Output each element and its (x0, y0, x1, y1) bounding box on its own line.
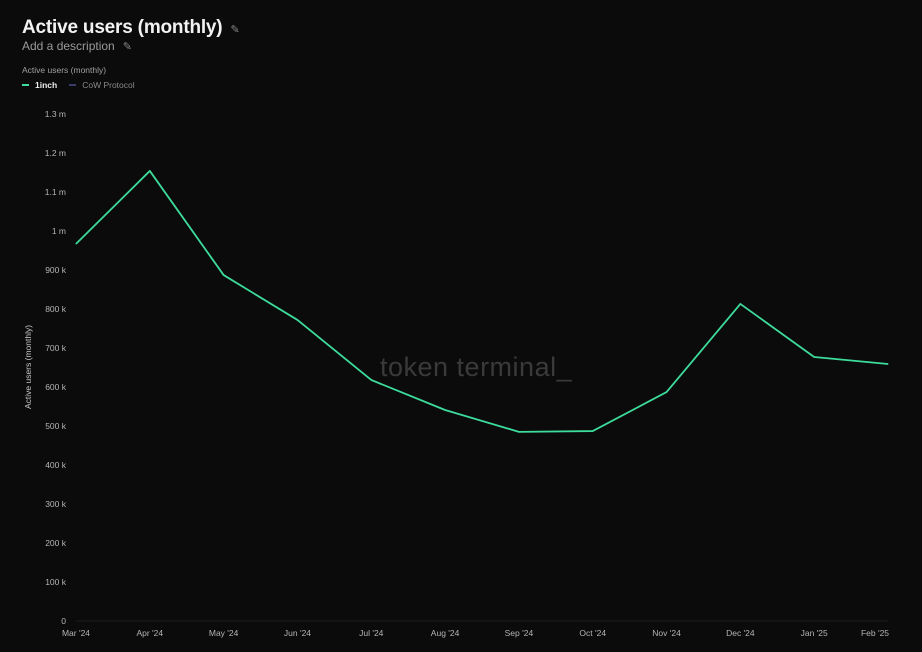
legend-item-cow-protocol[interactable]: CoW Protocol (69, 80, 135, 90)
y-tick-label: 900 k (45, 265, 67, 275)
data-point (223, 274, 225, 276)
x-tick-label: Sep '24 (505, 628, 534, 638)
y-tick-label: 200 k (45, 538, 67, 548)
y-tick-label: 1.1 m (45, 187, 66, 197)
title-text: Active users (monthly) (22, 17, 223, 38)
y-tick-label: 1.3 m (45, 109, 66, 119)
x-tick-label: Feb '25 (861, 628, 889, 638)
y-tick-label: 0 (61, 616, 66, 626)
legend-item-1inch[interactable]: 1inch (22, 80, 57, 90)
x-tick-label: Jul '24 (359, 628, 384, 638)
y-tick-label: 400 k (45, 460, 67, 470)
x-tick-label: Mar '24 (62, 628, 90, 638)
y-tick-label: 600 k (45, 382, 67, 392)
chart-subtitle: Active users (monthly) (22, 65, 107, 75)
data-point (592, 430, 594, 432)
pencil-icon[interactable]: ✎ (122, 41, 132, 53)
x-tick-label: Apr '24 (136, 628, 163, 638)
data-point (887, 363, 889, 365)
description-text: Add a description (22, 39, 115, 53)
series-line-1inch (75, 170, 889, 433)
x-tick-label: Nov '24 (652, 628, 681, 638)
data-point (370, 379, 372, 381)
x-tick-label: Dec '24 (726, 628, 755, 638)
data-point (75, 243, 77, 245)
legend-label: CoW Protocol (82, 80, 135, 90)
x-tick-label: Jun '24 (284, 628, 311, 638)
y-tick-label: 300 k (45, 499, 67, 509)
y-tick-label: 800 k (45, 304, 67, 314)
y-tick-label: 100 k (45, 577, 67, 587)
legend-swatch (69, 84, 77, 86)
x-tick-label: Jan '25 (801, 628, 828, 638)
y-tick-label: 1 m (52, 226, 66, 236)
y-tick-label: 700 k (45, 343, 67, 353)
description[interactable]: Add a description ✎ (22, 39, 132, 53)
data-point (444, 409, 446, 411)
pencil-icon[interactable]: ✎ (230, 24, 240, 36)
y-tick-label: 1.2 m (45, 148, 66, 158)
data-point (149, 170, 151, 172)
y-axis-label: Active users (monthly) (23, 325, 33, 409)
legend: 1inch CoW Protocol (22, 80, 135, 90)
x-tick-label: Oct '24 (579, 628, 606, 638)
watermark: token terminal_ (380, 352, 573, 382)
data-point (813, 356, 815, 358)
data-point (666, 391, 668, 393)
x-tick-label: Aug '24 (431, 628, 460, 638)
chart-title: Active users (monthly) ✎ (22, 17, 240, 39)
data-point (739, 303, 741, 305)
x-tick-label: May '24 (209, 628, 239, 638)
data-point (296, 319, 298, 321)
legend-swatch (22, 84, 29, 86)
legend-label: 1inch (35, 80, 58, 90)
data-point (518, 431, 520, 433)
y-tick-label: 500 k (45, 421, 67, 431)
